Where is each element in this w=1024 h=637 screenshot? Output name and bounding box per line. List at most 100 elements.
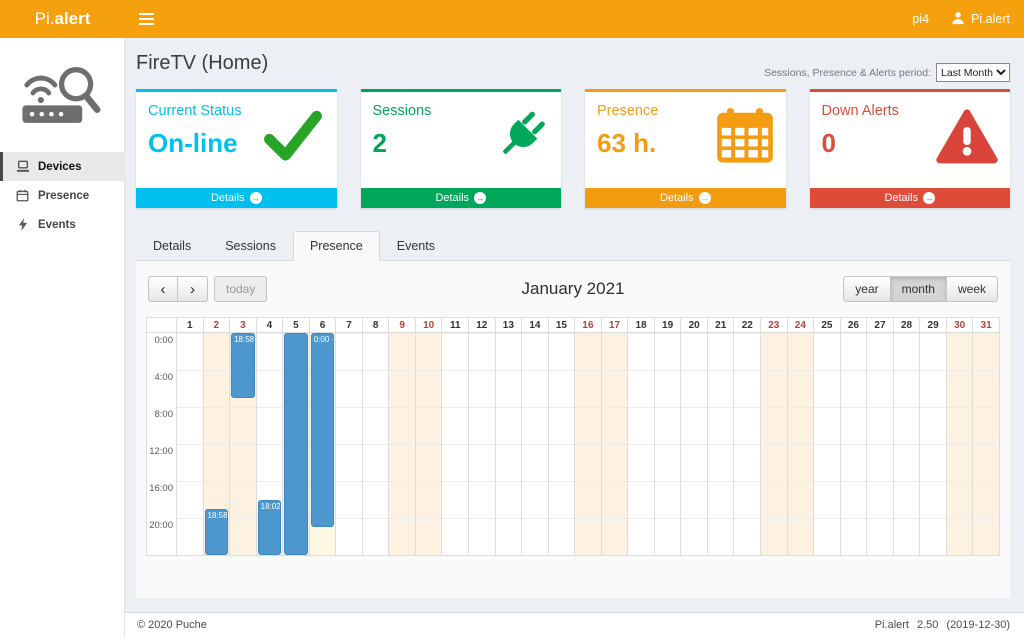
user-menu[interactable]: Pi.alert (951, 11, 1010, 28)
details-label: Details (884, 192, 919, 204)
copyright-text: © 2020 Puche (137, 619, 207, 631)
card-value: 2 (372, 128, 387, 158)
presence-event[interactable]: 18:58 (204, 508, 229, 555)
arrow-circle-icon: → (474, 192, 487, 204)
sessions-card-body: Sessions 2 (361, 92, 562, 188)
calendar-day-column (654, 333, 682, 555)
user-label: Pi.alert (971, 12, 1010, 26)
calendar-view-week-button[interactable]: week (946, 276, 998, 302)
tab-presence[interactable]: Presence (292, 231, 380, 261)
card-value: On-line (148, 128, 238, 158)
calendar-day-column (415, 333, 443, 555)
calendar-day-number: 31 (980, 320, 992, 331)
app-logo-prefix: Pi. (34, 9, 55, 28)
app-logo[interactable]: Pi. alert (0, 0, 125, 38)
calendar-day-number: 16 (575, 318, 602, 332)
tab-sessions[interactable]: Sessions (225, 239, 276, 253)
laptop-icon (15, 160, 30, 173)
bolt-icon (15, 218, 30, 231)
calendar-day-column (893, 333, 921, 555)
calendar-day-number: 1 (177, 318, 204, 332)
presence-event[interactable] (284, 333, 308, 555)
time-axis-label: 12:00 (149, 446, 173, 457)
presence-event[interactable]: 0:00 - (310, 333, 335, 528)
calendar-toolbar: ‹ › today January 2021 year month week (148, 276, 998, 302)
calendar-today-button[interactable]: today (214, 276, 268, 302)
period-label: Sessions, Presence & Alerts period: (764, 66, 931, 79)
time-axis-label: 4:00 (154, 372, 174, 383)
page-footer: © 2020 Puche Pi.alert 2.50 (2019-12-30) (125, 612, 1024, 637)
time-axis-label: 0:00 (154, 335, 174, 346)
calendar-day-column (681, 333, 708, 555)
presence-event[interactable]: 18:02 (257, 499, 282, 555)
calendar-day-column (814, 333, 841, 555)
calendar-day-column: 0:00 - (309, 333, 337, 555)
calendar-view-year-button[interactable]: year (843, 276, 891, 302)
calendar-day-number: 8 (363, 318, 390, 332)
calendar-day-column (920, 333, 947, 555)
details-label: Details (659, 192, 694, 204)
calendar-grid: 0:00 4:00 8:00 12:00 16:00 20:00 18:58 18:58 18… (147, 333, 999, 555)
time-axis-label: 20:00 (149, 520, 173, 531)
calendar-day-number: 21 (708, 318, 735, 332)
main-content: FireTV (Home) Sessions, Presence & Alert… (125, 38, 1024, 637)
calendar-day-number: 4 (257, 318, 284, 332)
calendar-day-number: 29 (920, 318, 947, 332)
calendar-prev-button[interactable]: ‹ (148, 276, 178, 302)
calendar-day-column (734, 333, 762, 555)
calendar-day-number: 12 (469, 318, 496, 332)
top-navbar: Pi. alert pi4 Pi.alert (0, 0, 1024, 38)
calendar-day-number: 2 (204, 318, 231, 332)
calendar-day-number: 26 (841, 318, 868, 332)
stat-cards-row: Current Status On-line Details → Session… (136, 89, 1010, 208)
calendar-day-column (283, 333, 310, 555)
calendar-day-column (389, 333, 416, 555)
calendar-icon (716, 108, 774, 169)
calendar-day-header-row: 1 2 3 4 5 6 7 8 9 10 11 12 13 14 15 16 17 18 19 20 21 22 23 24 2… (147, 318, 999, 333)
footer-app-name: Pi.alert (874, 619, 909, 631)
warning-triangle-icon (936, 108, 998, 171)
calendar-day-number: 5 (283, 318, 310, 332)
hostname-link[interactable]: pi4 (912, 12, 930, 26)
sidebar-item-devices[interactable]: Devices (0, 152, 124, 181)
presence-event[interactable]: 18:58 (231, 333, 255, 398)
plug-icon (491, 108, 549, 171)
down-alerts-details-link[interactable]: Details → (809, 188, 1010, 208)
sidebar-item-presence[interactable]: Presence (0, 181, 124, 210)
sidebar-toggle-button[interactable] (125, 0, 167, 38)
arrow-circle-icon: → (698, 192, 711, 204)
version-info: Pi.alert 2.50 (2019-12-30) (875, 619, 1010, 631)
calendar-day-column (761, 333, 788, 555)
calendar-day-column (973, 333, 999, 555)
current-status-details-link[interactable]: Details → (136, 188, 337, 208)
calendar-day-number: 22 (734, 318, 762, 332)
calendar-gutter-header (147, 318, 177, 332)
detail-tabs: Details Sessions Presence Events (136, 231, 1010, 261)
sidebar-item-events[interactable]: Events (0, 210, 124, 239)
calendar-day-column: 18:58 (203, 333, 231, 555)
presence-calendar: 1 2 3 4 5 6 7 8 9 10 11 12 13 14 15 16 17 18 19 20 21 22 23 24 2… (146, 317, 1000, 556)
sidebar-nav: Devices Presence Events (0, 152, 124, 239)
tab-events[interactable]: Events (396, 239, 435, 253)
router-search-logo-icon (0, 38, 124, 136)
calendar-view-month-button[interactable]: month (890, 276, 947, 302)
calendar-day-column (495, 333, 523, 555)
sessions-details-link[interactable]: Details → (360, 188, 561, 208)
calendar-day-number: 6 (310, 318, 337, 332)
calendar-day-number: 23 (761, 318, 788, 332)
presence-details-link[interactable]: Details → (585, 188, 786, 208)
calendar-day-column (628, 333, 655, 555)
sidebar-item-label: Events (38, 218, 76, 231)
current-status-card: Current Status On-line Details → (136, 89, 337, 208)
calendar-next-button[interactable]: › (178, 276, 208, 302)
hamburger-icon (138, 13, 154, 25)
tab-details[interactable]: Details (153, 239, 192, 253)
calendar-day-column (867, 333, 894, 555)
check-icon (261, 108, 325, 169)
page-head: FireTV (Home) Sessions, Presence & Alert… (136, 38, 1010, 82)
period-selector: Sessions, Presence & Alerts period: Last… (764, 47, 1010, 82)
card-value: 0 (821, 128, 836, 158)
period-select[interactable]: Last Month (936, 63, 1010, 82)
card-title: Down Alerts (821, 103, 899, 119)
sidebar-item-label: Presence (38, 189, 90, 202)
